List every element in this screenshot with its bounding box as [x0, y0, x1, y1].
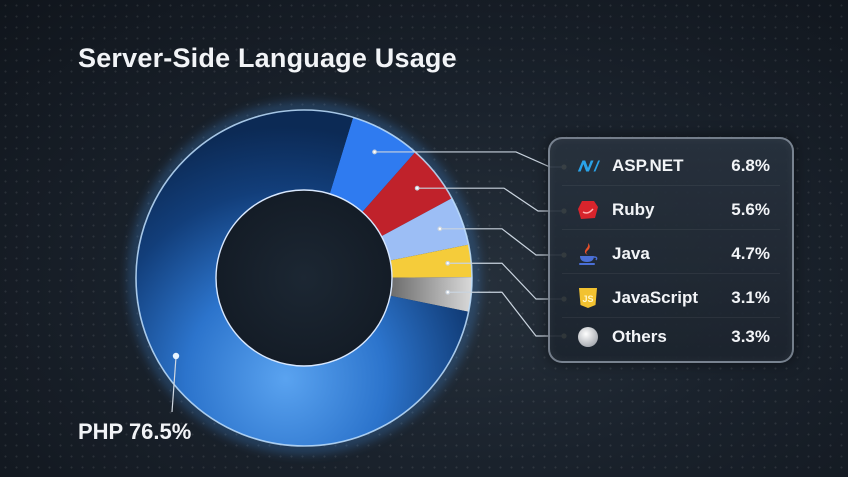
legend-item-others: Others 3.3% — [562, 318, 780, 356]
chart-title: Server-Side Language Usage — [78, 43, 457, 73]
slice-ruby — [362, 152, 452, 237]
aspnet-icon — [576, 154, 600, 178]
donut-outer-rim — [135, 109, 473, 447]
javascript-icon: JS — [576, 286, 600, 310]
php-annotation: PHP 76.5% — [78, 419, 192, 444]
java-icon — [576, 242, 600, 266]
legend-item-java: Java 4.7% — [562, 235, 780, 274]
leader-start-dot — [414, 185, 420, 191]
slice-javascript — [390, 244, 472, 278]
leader-start-dot — [372, 149, 377, 155]
legend-item-javascript: JS JavaScript 3.1% — [562, 279, 780, 318]
slice-aspnet — [329, 117, 416, 213]
legend-value: 4.7% — [731, 244, 770, 263]
leader-start-dot — [445, 289, 451, 295]
legend-value: 3.3% — [731, 327, 770, 346]
legend-value: 6.8% — [731, 156, 770, 175]
slice-php — [136, 109, 469, 446]
legend-item-ruby: Ruby 5.6% — [562, 191, 780, 230]
legend-label: Java — [612, 244, 650, 263]
legend-panel: ASP.NET 6.8% Ruby 5.6% Java 4.7% JS Java… — [548, 137, 794, 363]
donut-glow — [131, 105, 477, 451]
slice-others — [390, 277, 472, 312]
slice-java — [381, 198, 469, 261]
svg-text:JS: JS — [582, 294, 593, 304]
legend-label: JavaScript — [612, 288, 698, 307]
legend-label: ASP.NET — [612, 156, 684, 175]
legend-value: 3.1% — [731, 288, 770, 307]
php-marker-dot — [172, 352, 180, 360]
donut-hole — [215, 189, 393, 367]
others-icon — [576, 325, 600, 349]
leader-start-dot — [445, 260, 451, 266]
legend-label: Ruby — [612, 200, 655, 219]
ruby-icon — [576, 198, 600, 222]
legend-value: 5.6% — [731, 200, 770, 219]
leader-start-dot — [437, 226, 443, 232]
legend-item-aspnet: ASP.NET 6.8% — [562, 147, 780, 186]
php-leader-line — [171, 356, 177, 413]
legend-label: Others — [612, 327, 667, 346]
